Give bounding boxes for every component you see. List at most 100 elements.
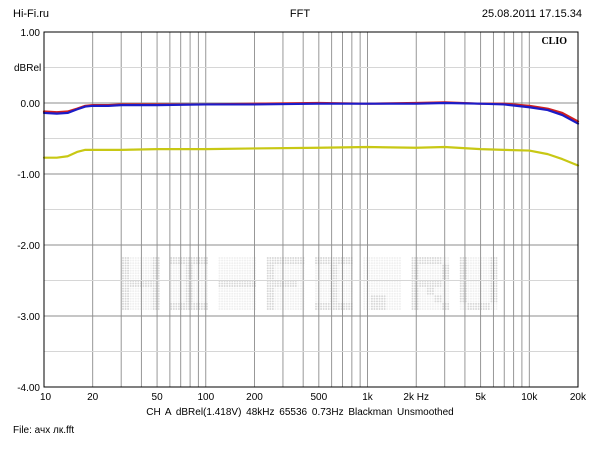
watermark-dot [279, 277, 282, 280]
watermark-dot [233, 295, 236, 298]
watermark-dot [276, 277, 279, 280]
watermark-dot [391, 295, 394, 298]
watermark-dot [332, 274, 335, 277]
watermark-dot [244, 287, 246, 290]
watermark-dot [416, 272, 419, 275]
watermark-dot [378, 269, 381, 272]
watermark-dot [188, 287, 191, 290]
x-tick-label: 200 [246, 392, 263, 403]
watermark-dot [396, 262, 399, 265]
watermark-dot [241, 305, 244, 308]
watermark-dot [238, 272, 241, 275]
watermark-dot [172, 262, 175, 265]
watermark-dot [442, 259, 445, 262]
watermark-dot [218, 262, 221, 265]
watermark-dot [363, 262, 366, 265]
watermark-dot [152, 285, 155, 288]
watermark-dot [363, 297, 366, 300]
watermark-dot [172, 300, 175, 303]
watermark-dot [231, 308, 234, 310]
watermark-dot [185, 262, 188, 265]
watermark-dot [289, 290, 292, 293]
watermark-dot [381, 264, 384, 267]
watermark-dot [134, 305, 137, 308]
watermark-dot [490, 267, 493, 270]
watermark-dot [177, 272, 180, 275]
watermark-dot [442, 292, 445, 295]
watermark-dot [122, 257, 124, 259]
watermark-dot [447, 302, 450, 305]
watermark-dot [348, 292, 351, 295]
watermark-dot [325, 305, 328, 308]
watermark-dot [363, 267, 366, 270]
watermark-dot [485, 287, 488, 290]
watermark-dot [241, 257, 244, 259]
watermark-dot [320, 274, 323, 277]
watermark-dot [419, 277, 422, 280]
watermark-dot [144, 297, 147, 300]
watermark-dot [226, 267, 229, 270]
watermark-dot [322, 277, 325, 280]
watermark-dot [447, 259, 450, 262]
watermark-dot [142, 269, 145, 272]
watermark-dot [337, 300, 340, 303]
watermark-dot [233, 274, 236, 277]
watermark-dot [381, 305, 384, 308]
watermark-dot [269, 290, 272, 293]
watermark-dot [228, 277, 231, 280]
watermark-dot [170, 257, 173, 259]
watermark-dot [218, 272, 221, 275]
watermark-dot [386, 274, 389, 277]
watermark-dot [472, 267, 475, 270]
watermark-dot [490, 269, 493, 272]
watermark-dot [177, 282, 180, 285]
watermark-dot [434, 277, 437, 280]
watermark-dot [363, 305, 366, 308]
watermark-dot [274, 277, 277, 280]
watermark-dot [490, 308, 493, 310]
watermark-dot [297, 302, 300, 305]
watermark-dot [381, 295, 384, 298]
watermark-dot [276, 302, 279, 305]
watermark-dot [459, 295, 462, 298]
watermark-dot [127, 305, 130, 308]
watermark-dot [231, 295, 234, 298]
watermark-dot [221, 257, 224, 259]
watermark-dot [271, 302, 274, 305]
watermark-dot [274, 308, 277, 310]
watermark-dot [276, 292, 279, 295]
watermark-dot [188, 300, 191, 303]
watermark-dot [424, 262, 427, 265]
watermark-dot [188, 262, 191, 265]
watermark-dot [137, 302, 140, 305]
watermark-dot [459, 302, 462, 305]
watermark-dot [246, 300, 249, 303]
watermark-dot [419, 274, 422, 277]
watermark-dot [142, 287, 145, 290]
watermark-dot [332, 300, 335, 303]
watermark-dot [292, 287, 295, 290]
watermark-dot [223, 292, 226, 295]
watermark-dot [287, 292, 290, 295]
watermark-dot [185, 257, 188, 259]
watermark-dot [147, 295, 150, 298]
watermark-dot [447, 297, 450, 300]
watermark-dot [175, 285, 178, 288]
watermark-dot [274, 302, 277, 305]
x-tick-label: 20k [570, 392, 587, 403]
watermark-dot [297, 267, 300, 270]
watermark-dot [170, 267, 173, 270]
watermark-dot [325, 285, 328, 288]
watermark-dot [434, 259, 437, 262]
watermark-dot [203, 297, 206, 300]
watermark-dot [368, 259, 371, 262]
watermark-dot [373, 257, 376, 259]
watermark-dot [391, 259, 394, 262]
watermark-dot [386, 267, 389, 270]
watermark-dot [475, 267, 478, 270]
watermark-dot [325, 259, 328, 262]
watermark-dot [274, 300, 277, 303]
watermark-dot [378, 308, 381, 310]
watermark-dot [373, 290, 376, 293]
